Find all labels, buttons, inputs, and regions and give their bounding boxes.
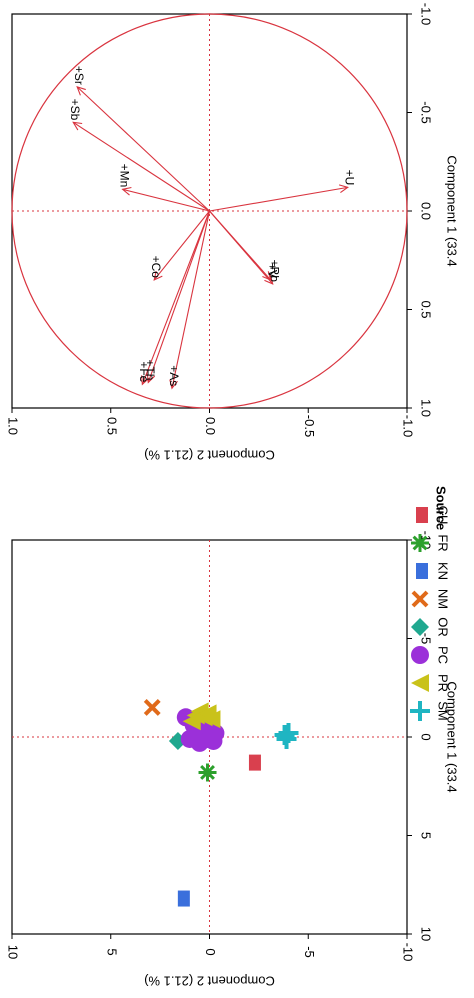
loadings-x-axis-title: Component 1 (33.4 xyxy=(445,155,460,266)
scores-x-tick-label: 5 xyxy=(419,832,434,839)
legend-marker-nm xyxy=(411,590,429,608)
legend-marker-pr xyxy=(411,674,429,692)
loading-arrowhead-co xyxy=(153,271,163,281)
legend-marker-pc xyxy=(411,646,429,664)
loadings-x-tick-label: -0.5 xyxy=(419,101,434,123)
score-point-sm xyxy=(274,725,295,746)
loading-arrowhead-sr xyxy=(76,86,86,96)
loading-label-v: +V xyxy=(266,263,280,278)
score-point-pr xyxy=(182,712,201,731)
loading-vector-sb xyxy=(72,121,210,212)
legend-label-or: OR xyxy=(436,617,451,637)
loading-arrowhead-as xyxy=(169,379,178,390)
loading-label-mn: +Mn xyxy=(117,164,131,188)
score-point-pc xyxy=(204,731,223,750)
legend-marker-kn xyxy=(416,563,428,579)
loading-label-sr: +Sr xyxy=(72,66,86,85)
scores-x-tick-label: 10 xyxy=(419,927,434,941)
loading-vector-fe xyxy=(141,210,211,385)
loading-arrowhead-sb xyxy=(72,121,83,131)
scores-y-tick-label: -5 xyxy=(302,946,317,958)
loading-label-u: +U xyxy=(343,170,357,186)
loading-label-sb: +Sb xyxy=(68,99,82,121)
legend-title: Source xyxy=(434,486,449,530)
loadings-y-tick-label: 0.5 xyxy=(104,417,119,435)
loading-vector-u xyxy=(209,186,348,212)
loadings-y-axis-title: Component 2 (21.1 %) xyxy=(144,448,275,463)
scores-y-axis-title: Component 2 (21.1 %) xyxy=(144,974,275,989)
loadings-x-tick-label: -1.0 xyxy=(419,3,434,25)
loading-vector-sr xyxy=(76,86,210,212)
loadings-y-tick-label: 1.0 xyxy=(6,417,21,435)
loading-vector-co xyxy=(153,210,210,281)
scores-x-tick-label: 0 xyxy=(419,733,434,740)
scores-content xyxy=(143,699,299,907)
loading-label-rb: +Rb xyxy=(268,260,282,283)
loading-arrowhead-th xyxy=(146,373,156,384)
legend-label-pc: PC xyxy=(436,646,451,664)
legend-label-fr: FR xyxy=(436,534,451,551)
loading-arrowhead-fe xyxy=(141,375,150,386)
loading-label-as: +As xyxy=(167,365,181,386)
scores-y-tick-label: 0 xyxy=(203,948,218,955)
loadings-x-tick-label: 0.5 xyxy=(419,300,434,318)
loading-vector-th xyxy=(147,210,211,383)
loadings-x-tick-label: 1.0 xyxy=(419,399,434,417)
scores-x-tick-label: -5 xyxy=(419,633,434,645)
score-point-fr xyxy=(198,763,217,782)
score-point-kn xyxy=(177,890,190,907)
score-point-pc xyxy=(180,729,199,748)
legend-label-nm: NM xyxy=(436,589,451,609)
legend-label-pr: PR xyxy=(436,674,451,692)
loading-vector-mn xyxy=(122,188,210,212)
unit-circle xyxy=(11,13,408,409)
loading-arrowhead-rb xyxy=(264,275,274,285)
legend-label-sm: SM xyxy=(436,701,451,721)
score-point-pr xyxy=(202,710,221,729)
legend-marker-fr xyxy=(411,534,429,552)
scores-y-tick-label: 5 xyxy=(104,948,119,955)
score-point-nm xyxy=(143,699,161,716)
scores-y-tick-label: -10 xyxy=(401,943,416,962)
legend-marker-cu xyxy=(416,507,428,523)
score-point-cu xyxy=(248,754,261,771)
loading-label-th: +Th xyxy=(143,359,157,380)
legend-label-cu: CU xyxy=(436,506,451,525)
loading-arrowhead-v xyxy=(262,271,272,281)
loadings-y-tick-label: -0.5 xyxy=(302,415,317,437)
loadings-y-tick-label: -1.0 xyxy=(401,415,416,437)
legend-marker-or xyxy=(411,618,429,636)
loadings-content: +Fe+Th +As+Co +Rb+V+Mn +U+Sb+Sr xyxy=(11,13,408,409)
loading-vector-as xyxy=(171,210,211,389)
scores-y-tick-label: 10 xyxy=(6,945,21,959)
scores-x-axis-title: Component 1 (33.4 xyxy=(445,681,460,792)
legend-label-kn: KN xyxy=(436,562,451,580)
loading-label-co: +Co xyxy=(149,256,163,279)
legend-marker-sm xyxy=(410,701,430,721)
loading-vector-v xyxy=(209,210,272,281)
loadings-y-tick-label: 0.0 xyxy=(203,417,218,435)
loadings-x-tick-label: 0.0 xyxy=(419,202,434,220)
loading-arrowhead-mn xyxy=(121,186,132,196)
loading-arrowhead-u xyxy=(338,184,349,194)
